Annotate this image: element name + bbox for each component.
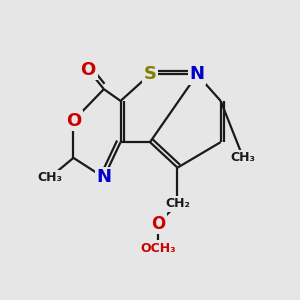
Text: N: N <box>190 65 205 83</box>
Text: O: O <box>151 214 165 232</box>
Text: CH₃: CH₃ <box>38 171 62 184</box>
Text: O: O <box>66 112 81 130</box>
Text: CH₂: CH₂ <box>165 197 190 211</box>
Text: OCH₃: OCH₃ <box>140 242 176 255</box>
Text: CH₃: CH₃ <box>231 152 256 164</box>
Text: O: O <box>80 61 96 79</box>
Text: N: N <box>96 169 111 187</box>
Text: S: S <box>143 65 157 83</box>
